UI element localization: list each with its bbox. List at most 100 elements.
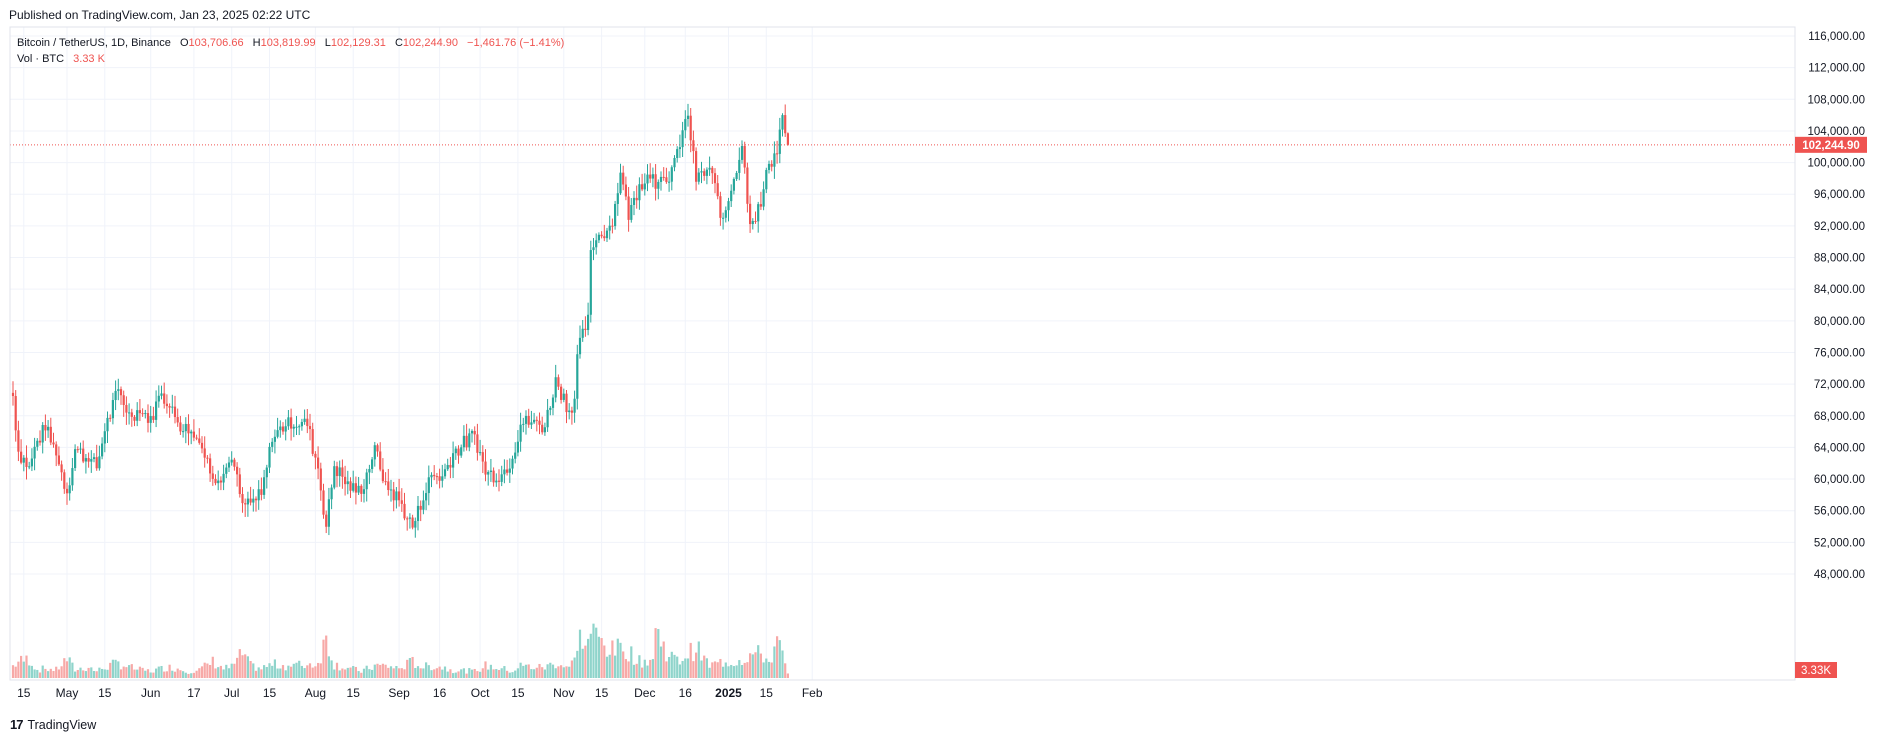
volume-bar bbox=[244, 654, 247, 678]
candle-body bbox=[754, 220, 757, 222]
volume-bar bbox=[454, 672, 457, 678]
candle-body bbox=[522, 423, 525, 425]
volume-bar bbox=[746, 662, 749, 678]
legend-volume-label: Vol · BTC bbox=[17, 53, 64, 65]
volume-bar bbox=[632, 664, 636, 678]
candle-body bbox=[462, 435, 465, 448]
volume-bar bbox=[57, 669, 60, 678]
volume-bar bbox=[743, 662, 746, 678]
volume-bar bbox=[546, 664, 549, 678]
volume-bar bbox=[759, 653, 762, 678]
volume-bar bbox=[317, 662, 320, 678]
candle-body bbox=[184, 423, 187, 432]
chart-frame bbox=[9, 26, 1796, 681]
volume-bar bbox=[117, 661, 120, 678]
volume-bar bbox=[535, 667, 538, 678]
candle-body bbox=[705, 169, 708, 176]
volume-bar bbox=[109, 662, 112, 678]
volume-bar bbox=[557, 666, 560, 678]
candle-body bbox=[554, 377, 557, 398]
volume-bar bbox=[427, 665, 430, 678]
volume-bar bbox=[781, 650, 784, 678]
volume-bar bbox=[322, 639, 325, 678]
volume-bar bbox=[522, 665, 525, 678]
last-volume-label: 3.33K bbox=[1801, 665, 1831, 677]
candle-body bbox=[76, 449, 79, 451]
volume-bar bbox=[257, 667, 260, 678]
candle-body bbox=[55, 444, 58, 456]
candle-body bbox=[206, 457, 209, 459]
volume-bar bbox=[160, 665, 163, 678]
candle-body bbox=[662, 176, 665, 178]
candle-body bbox=[481, 452, 484, 462]
candle-body bbox=[119, 389, 123, 396]
candle-body bbox=[684, 119, 687, 131]
volume-bar bbox=[735, 665, 738, 678]
candle-body bbox=[584, 328, 587, 331]
candle-body bbox=[576, 354, 579, 399]
candle-body bbox=[335, 466, 339, 477]
tradingview-logo-mark: 17 bbox=[10, 717, 24, 732]
price-axis[interactable]: 116,000.00 112,000.00 108,000.00 104,000.00… bbox=[1795, 31, 1867, 678]
volume-bar bbox=[335, 662, 339, 678]
candle-body bbox=[619, 172, 622, 194]
y-tick-label: 100,000.00 bbox=[1807, 158, 1865, 170]
volume-bar bbox=[433, 669, 436, 678]
candle-body bbox=[557, 377, 560, 387]
volume-bar bbox=[311, 667, 314, 678]
volume-bar bbox=[468, 668, 471, 678]
candle-body bbox=[362, 489, 366, 494]
volume-bar bbox=[384, 664, 387, 678]
volume-bar bbox=[389, 666, 393, 678]
candle-body bbox=[622, 172, 625, 185]
y-tick-label: 76,000.00 bbox=[1814, 347, 1865, 359]
candle-body bbox=[376, 445, 379, 452]
x-tick-label: 15 bbox=[511, 686, 525, 700]
candle-body bbox=[219, 480, 222, 483]
candle-body bbox=[44, 424, 47, 431]
volume-bar bbox=[308, 663, 312, 678]
candle-body bbox=[165, 403, 168, 407]
volume-bar bbox=[678, 664, 681, 678]
candle-body bbox=[746, 167, 749, 204]
candle-body bbox=[408, 517, 411, 519]
volume-bar bbox=[295, 662, 298, 678]
x-tick-label: 15 bbox=[760, 686, 774, 700]
volume-bar bbox=[708, 667, 711, 678]
volume-bar bbox=[460, 669, 463, 678]
candle-body bbox=[225, 467, 228, 474]
candle-body bbox=[387, 481, 390, 491]
time-axis[interactable]: 15 May 15 Jun 17 Jul 15 Aug 15 Sep 16 Oct 15 Nov 15 Dec… bbox=[17, 686, 823, 700]
candle-body bbox=[484, 461, 487, 475]
candle-body bbox=[290, 417, 293, 429]
x-tick-label: 15 bbox=[595, 686, 609, 700]
legend-close: 102,244.90 bbox=[403, 37, 458, 49]
volume-bar bbox=[492, 669, 495, 678]
volume-bar bbox=[209, 664, 212, 678]
x-tick-label: Oct bbox=[471, 686, 490, 700]
volume-bar bbox=[52, 671, 55, 678]
volume-bar bbox=[592, 623, 595, 678]
y-tick-label: 96,000.00 bbox=[1814, 189, 1865, 201]
candle-body bbox=[624, 184, 627, 197]
volume-bar bbox=[419, 668, 422, 678]
candle-body bbox=[468, 433, 471, 448]
volume-bar bbox=[519, 662, 522, 678]
volume-bar bbox=[82, 670, 85, 678]
candle-body bbox=[503, 469, 506, 475]
volume-bar bbox=[217, 667, 220, 678]
candle-body bbox=[249, 498, 252, 503]
legend-low-label: L bbox=[325, 37, 331, 49]
candle-body bbox=[371, 459, 374, 470]
volume-bar bbox=[203, 662, 206, 678]
candle-body bbox=[611, 225, 614, 227]
candle-body bbox=[500, 474, 503, 482]
candle-body bbox=[82, 448, 85, 462]
volume-bar bbox=[533, 669, 536, 678]
candle-body bbox=[11, 392, 15, 397]
candle-body bbox=[36, 440, 39, 447]
volume-bar bbox=[398, 668, 401, 678]
tradingview-logo[interactable]: 17 TradingView bbox=[10, 717, 96, 732]
candle-body bbox=[28, 466, 31, 468]
